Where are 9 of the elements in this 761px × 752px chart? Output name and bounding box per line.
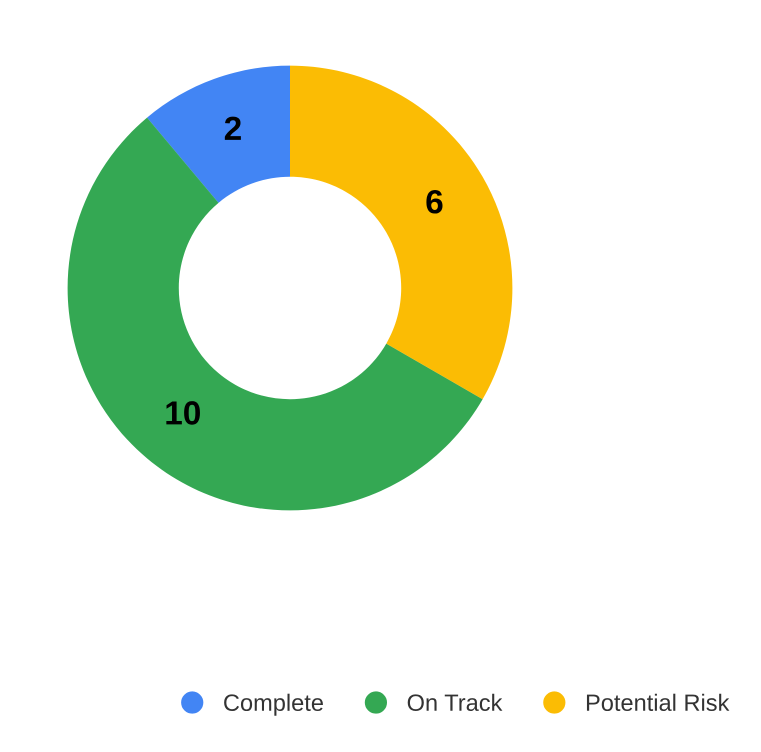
legend-label: Complete: [224, 694, 323, 716]
legend-label: Potential Risk: [586, 694, 730, 712]
data-label: 6: [426, 190, 443, 214]
donut-slice: [290, 66, 512, 400]
donut-slice: [68, 118, 483, 510]
data-label: 10: [166, 401, 200, 425]
data-label: 2: [224, 116, 241, 140]
legend-label: On Track: [408, 694, 502, 712]
donut-slice: [147, 66, 290, 203]
